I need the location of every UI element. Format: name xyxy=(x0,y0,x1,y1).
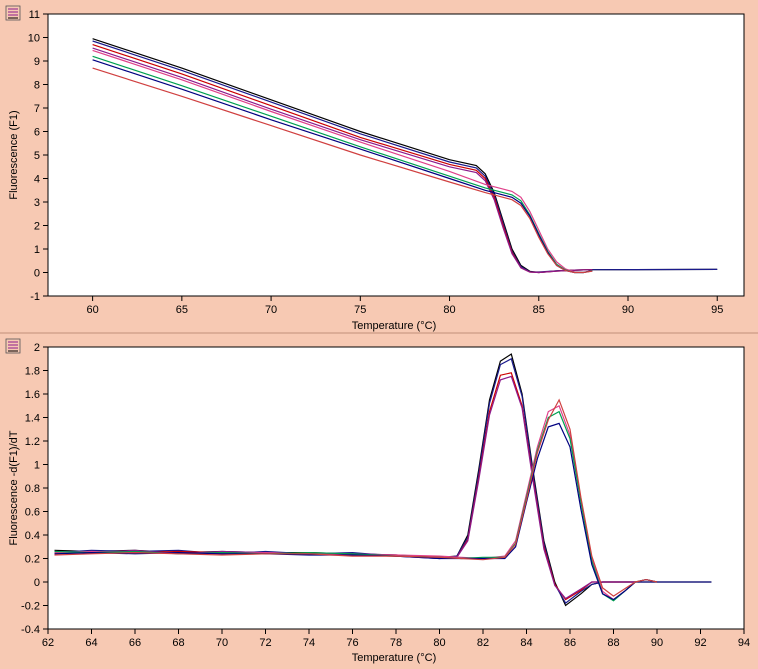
derivative-curve-x-tick-label: 90 xyxy=(651,637,663,649)
melt-curve-y-axis: -1 0 1 2 3 4 5 6 7 8 9 10 11 xyxy=(28,9,48,303)
derivative-curve-x-tick-label: 94 xyxy=(738,637,750,649)
melt-curve-x-tick-label: 80 xyxy=(443,304,455,316)
melt-curve-panel: 60 65 70 75 80 85 90 95 -1 0 1 2 3 4 5 6 7 8 9 10 11 Temper… xyxy=(5,5,745,332)
melt-curve-y-tick-label: 5 xyxy=(34,150,40,162)
melt-curve-y-tick-label: 11 xyxy=(29,9,40,21)
melt-curve-plot-area xyxy=(47,13,745,297)
derivative-curve-y-axis-title: Fluorescence -d(F1)/dT xyxy=(8,430,20,545)
melt-curve-x-tick-label: 90 xyxy=(622,304,634,316)
derivative-curve-series-line-4 xyxy=(54,375,636,600)
melt-curve-y-tick-label: 6 xyxy=(34,127,40,139)
derivative-curve-x-tick-label: 86 xyxy=(564,637,576,649)
melt-curve-y-tick-label: 7 xyxy=(34,103,40,115)
melt-curve-y-tick-label: 1 xyxy=(34,244,40,256)
derivative-curve-series-line-7 xyxy=(54,422,658,601)
derivative-curve-y-tick-label: 1.4 xyxy=(25,413,40,425)
melt-curve-y-tick-label: 2 xyxy=(34,221,40,233)
melt-curve-series-line-5 xyxy=(92,49,593,274)
melt-curve-y-tick-label: 10 xyxy=(28,33,40,45)
derivative-curve-x-tick-label: 80 xyxy=(433,637,445,649)
melt-curve-x-tick-label: 85 xyxy=(533,304,545,316)
melt-curve-y-tick-label: 9 xyxy=(34,56,40,68)
derivative-curve-x-tick-label: 64 xyxy=(85,637,97,649)
derivative-curve-y-tick-label: 0 xyxy=(34,577,40,589)
derivative-curve-x-tick-label: 76 xyxy=(346,637,358,649)
melt-curve-series-group xyxy=(92,38,718,274)
derivative-curve-y-tick-label: 0.8 xyxy=(25,483,40,495)
derivative-curve-x-tick-label: 68 xyxy=(172,637,184,649)
derivative-curve-x-tick-label: 66 xyxy=(129,637,141,649)
derivative-curve-x-axis-title: Temperature (°C) xyxy=(352,652,436,664)
melt-curve-x-tick-label: 65 xyxy=(176,304,188,316)
derivative-curve-x-tick-label: 62 xyxy=(42,637,54,649)
derivative-curve-x-tick-label: 70 xyxy=(216,637,228,649)
melt-curve-y-tick-label: 8 xyxy=(34,80,40,92)
derivative-curve-x-tick-label: 84 xyxy=(520,637,532,649)
derivative-curve-x-tick-label: 82 xyxy=(477,637,489,649)
panel-menu-icon[interactable] xyxy=(5,338,21,354)
derivative-curve-y-tick-label: -0.2 xyxy=(21,601,40,613)
derivative-curve-series-group xyxy=(54,353,712,607)
melt-curve-x-tick-label: 60 xyxy=(86,304,98,316)
melt-curve-x-tick-label: 70 xyxy=(265,304,277,316)
derivative-curve-plot-area xyxy=(47,346,745,630)
derivative-curve-y-tick-label: 1 xyxy=(34,460,40,472)
melt-curve-series-line-4 xyxy=(92,47,593,274)
melt-curve-x-tick-label: 75 xyxy=(354,304,366,316)
melt-curve-y-tick-label: 4 xyxy=(34,174,40,186)
derivative-curve-x-tick-label: 74 xyxy=(303,637,315,649)
melt-curve-y-tick-label: -1 xyxy=(30,291,40,303)
derivative-curve-panel: 62 64 66 68 70 72 74 76 78 80 82 84 86 88 90 92 94 -0.4-… xyxy=(5,338,750,664)
derivative-curve-y-tick-label: 1.8 xyxy=(25,366,40,378)
derivative-curve-y-tick-label: -0.4 xyxy=(21,624,40,636)
melt-curve-y-tick-label: 3 xyxy=(34,197,40,209)
derivative-curve-x-axis: 62 64 66 68 70 72 74 76 78 80 82 84 86 88 90 92 94 xyxy=(42,629,750,649)
derivative-curve-y-axis: -0.4 -0.2 0 0.2 0.4 0.6 0.8 1 1.2 1.4 1.6 1.8 2 xyxy=(21,342,48,636)
derivative-curve-x-tick-label: 92 xyxy=(694,637,706,649)
derivative-curve-y-tick-label: 2 xyxy=(34,342,40,354)
melt-curve-series-line-8 xyxy=(92,67,593,274)
derivative-curve-y-tick-label: 1.6 xyxy=(25,389,40,401)
melt-curve-y-tick-label: 0 xyxy=(34,268,40,280)
melt-curve-x-axis-title: Temperature (°C) xyxy=(352,320,436,332)
derivative-curve-y-tick-label: 0.4 xyxy=(25,530,40,542)
derivative-curve-y-tick-label: 0.2 xyxy=(25,554,40,566)
derivative-curve-y-tick-label: 0.6 xyxy=(25,507,40,519)
derivative-curve-series-line-8 xyxy=(54,398,658,597)
panel-menu-icon[interactable] xyxy=(5,5,21,21)
melt-curve-x-axis: 60 65 70 75 80 85 90 95 xyxy=(86,296,723,316)
derivative-curve-x-tick-label: 72 xyxy=(259,637,271,649)
derivative-curve-y-tick-label: 1.2 xyxy=(25,436,40,448)
derivative-curve-x-tick-label: 88 xyxy=(607,637,619,649)
melt-curve-y-axis-title: Fluorescence (F1) xyxy=(8,110,20,199)
melt-curve-x-tick-label: 95 xyxy=(711,304,723,316)
derivative-curve-x-tick-label: 78 xyxy=(390,637,402,649)
